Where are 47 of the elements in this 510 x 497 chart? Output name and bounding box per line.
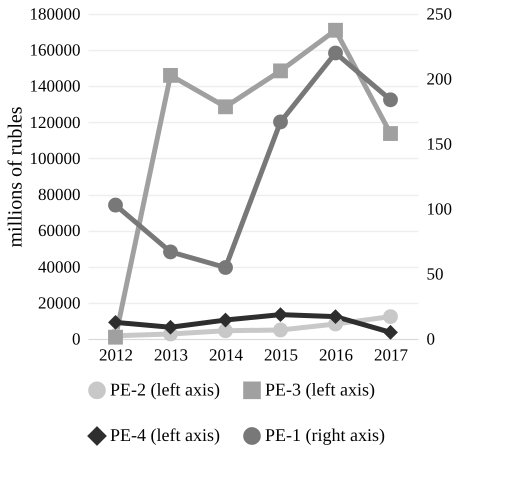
point xyxy=(108,198,123,212)
point xyxy=(383,92,398,108)
y-tick-label: 0 xyxy=(72,330,80,348)
y-axis-title: millions of rubles xyxy=(4,106,26,248)
y-tick-label: 40000 xyxy=(38,257,80,276)
point xyxy=(218,99,233,114)
x-tick-label: 2013 xyxy=(154,346,188,364)
y-tick-label: 60000 xyxy=(38,221,80,240)
point xyxy=(218,323,233,338)
y-tick-label: 180000 xyxy=(30,4,80,24)
y2-tick-label: 0 xyxy=(426,330,435,348)
y-tick-label: 120000 xyxy=(30,112,80,132)
legend-label: PE-2 (left axis) xyxy=(110,379,220,400)
point xyxy=(383,126,398,141)
point xyxy=(108,314,123,330)
point xyxy=(273,63,288,78)
point xyxy=(383,309,398,324)
y2-tick-label: 200 xyxy=(426,70,452,88)
y-tick-label: 80000 xyxy=(38,185,80,204)
point xyxy=(328,22,343,38)
legend-label: PE-1 (right axis) xyxy=(265,425,385,445)
y2-tick-label: 150 xyxy=(426,134,452,154)
x-tick-label: 2016 xyxy=(319,346,353,364)
point xyxy=(273,307,288,322)
y-tick-label: 20000 xyxy=(38,293,80,312)
y-tick-label: 100000 xyxy=(30,148,80,168)
y2-tick-label: 50 xyxy=(426,264,444,284)
point xyxy=(328,309,343,324)
y-tick-label: 140000 xyxy=(30,76,80,96)
point xyxy=(273,322,288,338)
y2-tick-label: 100 xyxy=(426,200,452,218)
point xyxy=(163,320,178,335)
legend-label: PE-3 (left axis) xyxy=(265,379,375,400)
point xyxy=(163,68,178,83)
y2-tick-label: 250 xyxy=(426,4,452,24)
x-tick-label: 2014 xyxy=(209,346,244,364)
point xyxy=(328,46,343,60)
point xyxy=(383,324,398,340)
point xyxy=(218,260,233,275)
legend-label: PE-4 (left axis) xyxy=(110,425,220,445)
point xyxy=(218,312,233,328)
x-tick-label: 2015 xyxy=(264,346,298,364)
x-tick-label: 2012 xyxy=(99,346,133,364)
x-tick-label: 2017 xyxy=(374,346,408,364)
point xyxy=(163,244,178,260)
y-tick-label: 160000 xyxy=(30,40,80,60)
point xyxy=(273,114,288,130)
